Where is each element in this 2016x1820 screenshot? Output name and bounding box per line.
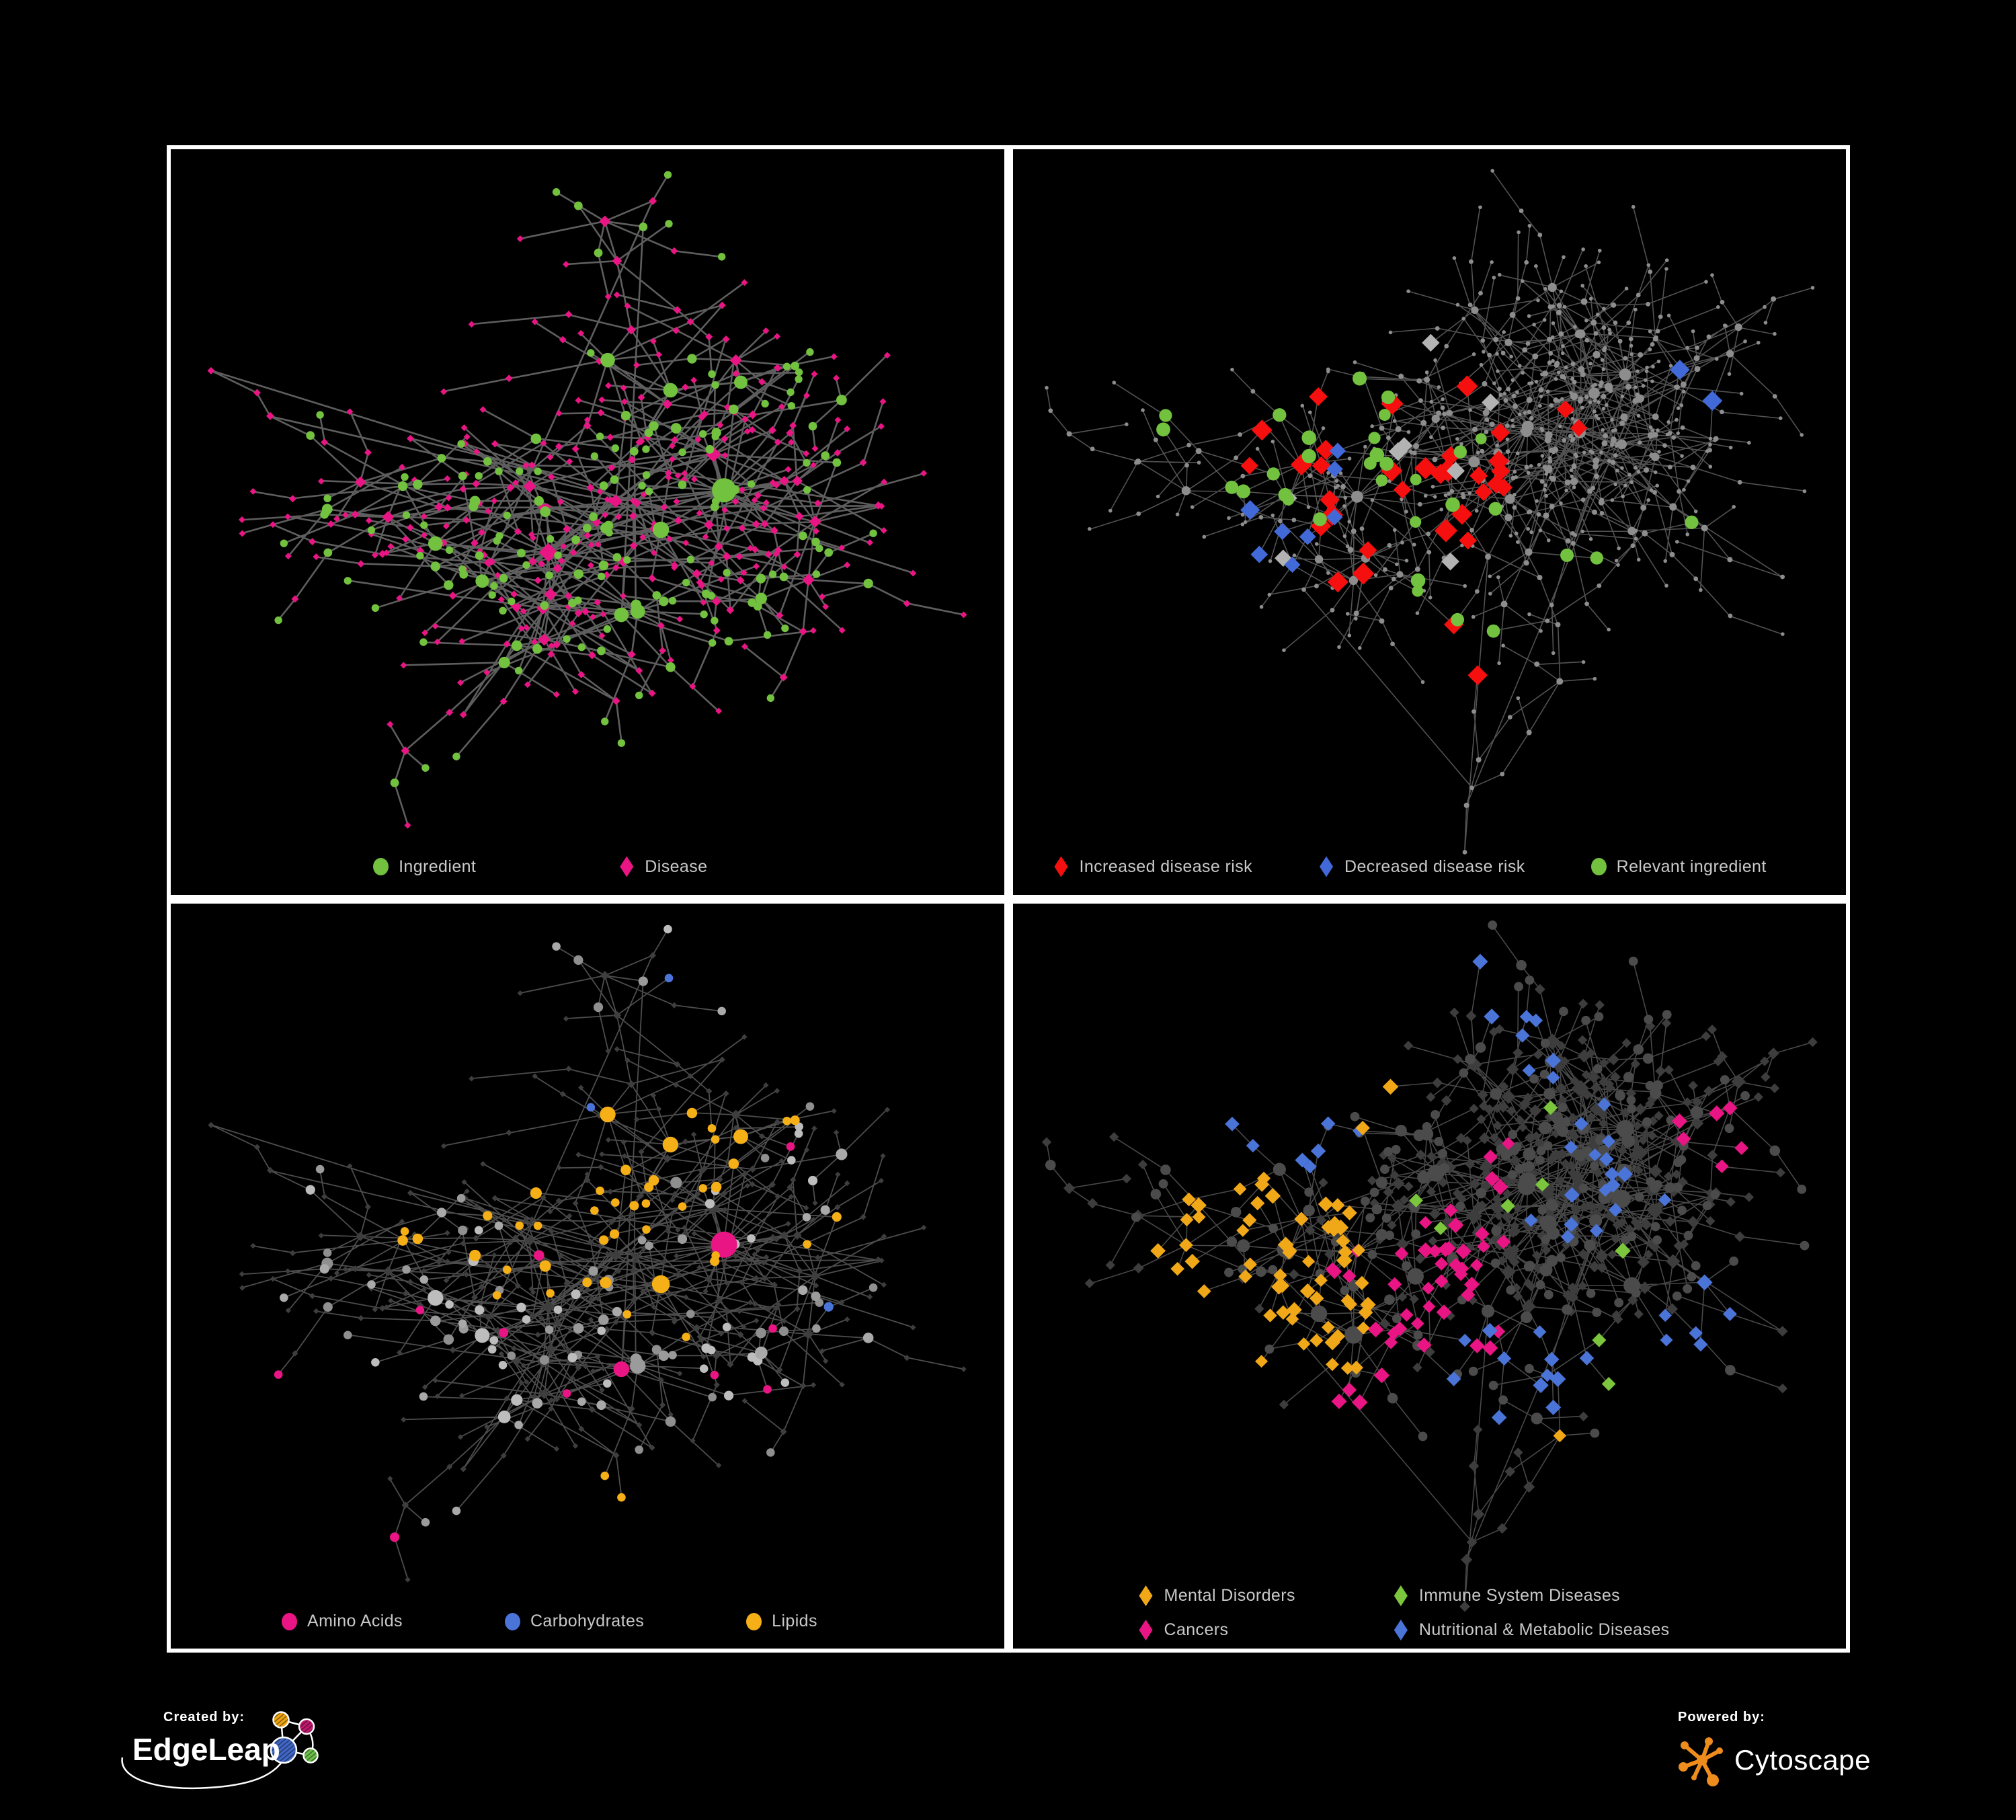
panel-disease-risk: Increased disease risk Decreased disease… xyxy=(1012,149,1847,895)
powered-by-label: Powered by: xyxy=(1678,1710,1765,1725)
cytoscape-wordmark: Cytoscape xyxy=(1734,1744,1871,1776)
legend-label: Amino Acids xyxy=(307,1612,403,1630)
nutritional-metabolic-diamond-icon xyxy=(1394,1620,1408,1640)
legend-label: Disease xyxy=(645,857,708,876)
legend-label: Ingredient xyxy=(399,857,477,876)
mental-disorders-diamond-icon xyxy=(1139,1585,1153,1606)
legend-item-nutritional-metabolic: Nutritional & Metabolic Diseases xyxy=(1393,1620,1670,1640)
legend-label: Relevant ingredient xyxy=(1616,857,1767,876)
panel-ingredient-disease: Ingredient Disease xyxy=(171,149,1004,895)
legend-label: Lipids xyxy=(772,1612,817,1630)
legend-item-mental-disorders: Mental Disorders xyxy=(1138,1585,1295,1606)
legend-item-lipids: Lipids xyxy=(746,1612,817,1631)
legend-item-ingredient: Ingredient xyxy=(373,857,476,877)
ingredient-disease-network-canvas xyxy=(207,171,967,829)
edgeleap-network-nodes-icon xyxy=(270,1711,319,1764)
cytoscape-logo-canvas: Powered by: Cytoscape xyxy=(1678,1710,1871,1786)
legend-item-decreased-risk: Decreased disease risk xyxy=(1318,856,1525,877)
increased-risk-diamond-icon xyxy=(1054,856,1068,877)
edgeleap-logo-canvas: Created by: EdgeLeap xyxy=(121,1710,319,1790)
lipids-circle-icon xyxy=(746,1612,762,1630)
panel-disease-classes: Mental Disorders Immune System Diseases … xyxy=(1012,903,1847,1649)
nutrient-class-network-canvas xyxy=(208,924,967,1583)
legend-item-increased-risk: Increased disease risk xyxy=(1053,856,1253,877)
legend-label: Decreased disease risk xyxy=(1344,857,1525,876)
cytoscape-logo: Powered by: Cytoscape xyxy=(1667,1705,1923,1809)
legend-label: Cancers xyxy=(1164,1620,1229,1639)
disease-diamond-icon xyxy=(620,856,634,877)
disease-class-network-canvas xyxy=(1041,920,1818,1612)
amino-acids-circle-icon xyxy=(282,1612,297,1630)
carbohydrates-circle-icon xyxy=(504,1612,520,1630)
edgeleap-wordmark: EdgeLeap xyxy=(132,1732,280,1767)
legend-label: Mental Disorders xyxy=(1164,1586,1295,1605)
decreased-risk-diamond-icon xyxy=(1319,856,1334,877)
legend-nutrient-classes: Amino Acids Carbohydrates Lipids xyxy=(171,1612,1004,1631)
legend-disease-risk: Increased disease risk Decreased disease… xyxy=(1013,856,1847,877)
panel-grid: Ingredient Disease Increased disease ris… xyxy=(167,145,1850,1653)
legend-item-carbohydrates: Carbohydrates xyxy=(504,1612,645,1631)
legend-item-disease: Disease xyxy=(618,856,708,877)
immune-diseases-diamond-icon xyxy=(1394,1585,1408,1606)
relevant-ingredient-circle-icon xyxy=(1590,858,1607,875)
cytoscape-network-icon xyxy=(1679,1737,1723,1786)
legend-ingredient-disease: Ingredient Disease xyxy=(171,856,1004,877)
legend-label: Increased disease risk xyxy=(1079,857,1253,876)
legend-label: Carbohydrates xyxy=(530,1612,645,1630)
ingredient-circle-icon xyxy=(373,858,389,875)
legend-item-amino-acids: Amino Acids xyxy=(282,1612,403,1631)
legend-label: Immune System Diseases xyxy=(1418,1586,1621,1605)
disease-risk-network-canvas xyxy=(1044,169,1814,855)
edgeleap-swoosh-icon xyxy=(121,1746,290,1790)
cancers-diamond-icon xyxy=(1139,1620,1153,1640)
edgeleap-logo: Created by: EdgeLeap xyxy=(121,1705,329,1809)
legend-disease-classes: Mental Disorders Immune System Diseases … xyxy=(1013,1585,1847,1640)
legend-label: Nutritional & Metabolic Diseases xyxy=(1418,1620,1670,1639)
panel-nutrient-classes: Amino Acids Carbohydrates Lipids xyxy=(171,903,1004,1649)
legend-item-cancers: Cancers xyxy=(1138,1620,1295,1640)
legend-item-relevant-ingredient: Relevant ingredient xyxy=(1590,857,1767,877)
legend-item-immune-diseases: Immune System Diseases xyxy=(1393,1585,1670,1606)
created-by-label: Created by: xyxy=(163,1710,245,1725)
